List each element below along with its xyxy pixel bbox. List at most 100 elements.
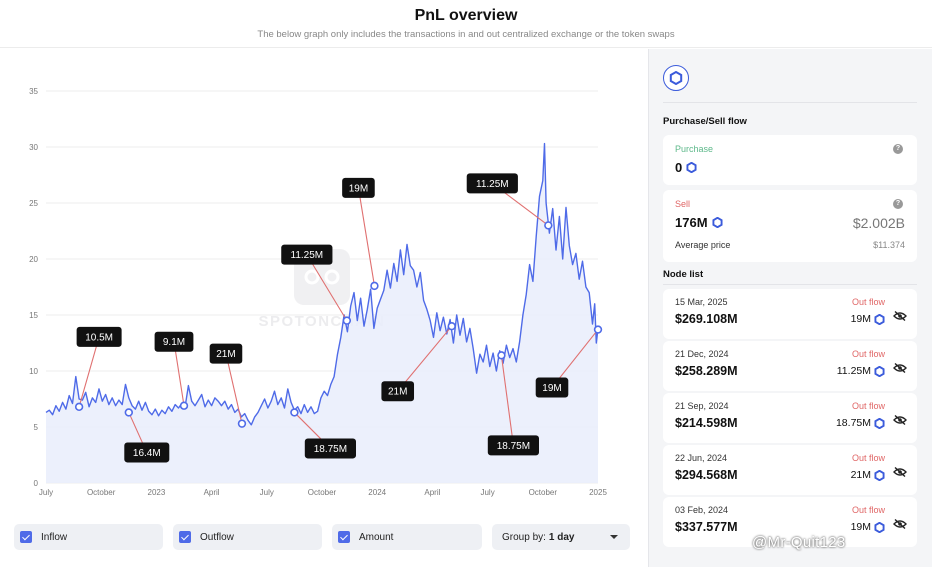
annotation-label-box	[281, 244, 333, 265]
annotation-label: 11.25M	[291, 250, 324, 261]
node-value: $214.598M	[675, 416, 738, 430]
x-tick-label: July	[39, 488, 53, 497]
x-tick-label: April	[204, 488, 220, 497]
annotation: 11.25M	[281, 244, 352, 325]
annotation-connector	[357, 187, 375, 286]
group-by-label: Group by:	[502, 531, 546, 543]
divider	[663, 102, 917, 103]
annotation-label-box	[466, 173, 518, 194]
node-amount: 11.25M	[837, 365, 885, 377]
pnl-chart[interactable]: 0 5 10 15 20 25 30 35 July October 2023 April July Oc…	[0, 49, 648, 517]
amount-toggle[interactable]: Amount	[332, 524, 482, 550]
y-tick-label: 5	[34, 423, 39, 432]
x-tick-label: July	[480, 488, 494, 497]
hide-eye-icon[interactable]	[893, 311, 907, 321]
caret-down-icon	[610, 535, 618, 539]
annotation-point	[342, 316, 352, 325]
annotation: 19M	[535, 325, 603, 398]
node-amount: 18.75M	[836, 417, 885, 429]
annotation-label: 21M	[388, 387, 407, 398]
node-amount-value: 11.25M	[836, 365, 871, 377]
annotation-connector	[500, 355, 514, 446]
annotation-point	[179, 401, 189, 410]
inflow-checkbox[interactable]	[20, 531, 32, 543]
annotation-label-box	[124, 442, 170, 463]
y-tick-label: 25	[29, 199, 38, 208]
sell-amount: 176M	[675, 215, 723, 230]
annotation: 21M	[209, 343, 247, 428]
page-subtitle: The below graph only includes the transa…	[257, 29, 675, 40]
node-list-item[interactable]: 21 Sep, 2024 $214.598M Out flow 18.75M	[663, 393, 917, 443]
group-by-select[interactable]: Group by: 1 day	[492, 524, 630, 550]
help-icon[interactable]: ?	[893, 199, 903, 209]
node-value: $294.568M	[675, 468, 738, 482]
watermark-text: @Mr-Quit123	[752, 534, 846, 551]
sell-usd-value: $2.002B	[852, 215, 905, 231]
y-tick-label: 35	[29, 87, 38, 96]
x-tick-label: 2023	[148, 488, 166, 497]
node-list-item[interactable]: 03 Feb, 2024 $337.577M Out flow 19M	[663, 497, 917, 547]
annotation-point	[370, 281, 379, 291]
chainlink-hex-icon	[686, 162, 697, 173]
sell-label: Sell	[675, 199, 691, 209]
annotation-point	[544, 221, 553, 230]
hide-eye-icon[interactable]	[893, 363, 907, 373]
help-icon[interactable]: ?	[893, 144, 903, 154]
node-amount: 19M	[851, 521, 885, 533]
annotation: 10.5M	[74, 326, 122, 412]
node-flow-direction: Out flow	[851, 297, 885, 307]
chainlink-hex-icon	[874, 365, 885, 377]
y-tick-label: 10	[29, 367, 38, 376]
annotation-label-box	[487, 435, 539, 456]
purchase-amount-value: 0	[675, 160, 683, 175]
outflow-toggle[interactable]: Outflow	[173, 524, 322, 550]
annotation-label: 18.75M	[314, 444, 347, 455]
node-flow-direction: Out flow	[851, 505, 885, 515]
annotation-point	[290, 408, 299, 417]
node-date: 22 Jun, 2024	[675, 453, 728, 463]
amount-checkbox[interactable]	[338, 531, 350, 543]
hide-eye-icon[interactable]	[893, 467, 907, 477]
x-tick-label: October	[308, 488, 337, 497]
node-amount-value: 19M	[850, 313, 871, 325]
node-amount-value: 18.75M	[835, 417, 871, 429]
sidebar-panel: Purchase/Sell flow Purchase ? 0 Sell ? 1…	[648, 49, 932, 567]
annotation: 18.75M	[290, 408, 356, 459]
y-tick-label: 15	[29, 311, 38, 320]
annotation: 16.4M	[124, 408, 170, 463]
annotation-label-box	[342, 177, 375, 198]
x-tick-label: 2024	[368, 488, 386, 497]
node-date: 21 Dec, 2024	[675, 349, 729, 359]
node-list-item[interactable]: 21 Dec, 2024 $258.289M Out flow 11.25M	[663, 341, 917, 391]
node-list-item[interactable]: 22 Jun, 2024 $294.568M Out flow 21M	[663, 445, 917, 495]
annotation: 9.1M	[154, 331, 194, 410]
annotation: 11.25M	[466, 173, 553, 230]
node-date: 15 Mar, 2025	[675, 297, 728, 307]
purchase-card: Purchase ? 0	[663, 135, 917, 185]
chainlink-hex-icon	[663, 65, 689, 91]
outflow-checkbox[interactable]	[179, 531, 191, 543]
node-amount: 19M	[851, 313, 885, 325]
annotation-label-box	[535, 377, 569, 398]
annotation-label-box	[381, 381, 415, 402]
annotation-label: 18.75M	[497, 441, 530, 452]
hide-eye-icon[interactable]	[893, 415, 907, 425]
inflow-label: Inflow	[41, 531, 68, 543]
page-title: PnL overview	[414, 7, 518, 24]
annotation-label: 10.5M	[85, 332, 113, 343]
purchase-sell-flow-title: Purchase/Sell flow	[663, 116, 747, 127]
annotation-label: 21M	[216, 349, 235, 360]
node-list-item[interactable]: 15 Mar, 2025 $269.108M Out flow 19M	[663, 289, 917, 339]
y-tick-label: 20	[29, 255, 38, 264]
annotation-label: 16.4M	[133, 448, 161, 459]
inflow-toggle[interactable]: Inflow	[14, 524, 163, 550]
y-tick-label: 0	[34, 479, 39, 488]
sell-card: Sell ? 176M $2.002B Average price $11.37…	[663, 190, 917, 262]
annotation-label-box	[154, 331, 194, 352]
outflow-label: Outflow	[200, 531, 234, 543]
node-value: $337.577M	[675, 520, 738, 534]
annotation-connector	[173, 341, 185, 406]
node-list-title: Node list	[663, 269, 704, 280]
hide-eye-icon[interactable]	[893, 519, 907, 529]
